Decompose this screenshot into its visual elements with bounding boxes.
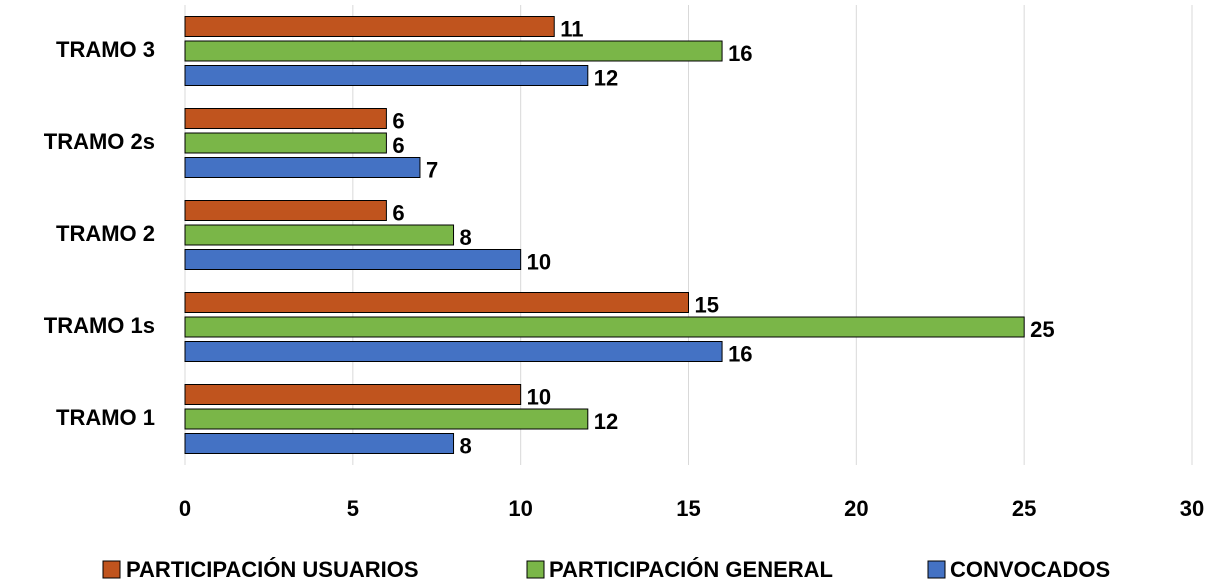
category-label: TRAMO 1s — [44, 313, 155, 338]
legend-swatch — [526, 560, 545, 579]
bar — [184, 316, 1025, 338]
x-tick-label: 5 — [347, 496, 359, 521]
data-label: 7 — [426, 157, 438, 182]
data-label: 25 — [1030, 317, 1054, 342]
data-label: 6 — [392, 108, 404, 133]
bar — [184, 433, 455, 454]
legend-swatch — [102, 560, 121, 579]
bar — [184, 108, 387, 129]
category-label: TRAMO 3 — [56, 37, 155, 62]
data-label: 8 — [460, 433, 472, 458]
legend-label: PARTICIPACIÓN USUARIOS — [126, 557, 419, 582]
data-label: 10 — [527, 249, 551, 274]
bar — [184, 200, 387, 221]
bar — [184, 249, 522, 270]
data-label: 6 — [392, 200, 404, 225]
data-label: 15 — [695, 292, 719, 317]
bar — [184, 341, 723, 362]
legend-swatch — [927, 560, 946, 579]
data-label: 10 — [527, 384, 551, 409]
x-tick-label: 20 — [844, 496, 868, 521]
bar — [184, 65, 589, 86]
data-label: 12 — [594, 409, 618, 434]
bar — [184, 16, 555, 37]
category-label: TRAMO 2 — [56, 221, 155, 246]
bar — [184, 292, 689, 313]
x-tick-label: 0 — [179, 496, 191, 521]
bar — [184, 40, 723, 62]
data-label: 6 — [392, 133, 404, 158]
x-tick-label: 15 — [676, 496, 700, 521]
legend-label: CONVOCADOS — [950, 557, 1110, 582]
bar — [184, 132, 387, 154]
data-label: 12 — [594, 65, 618, 90]
data-label: 11 — [560, 16, 583, 41]
x-tick-label: 10 — [508, 496, 532, 521]
category-label: TRAMO 1 — [56, 405, 155, 430]
bar — [184, 384, 522, 405]
legend-label: PARTICIPACIÓN GENERAL — [549, 557, 833, 582]
bar — [184, 157, 421, 178]
x-tick-label: 25 — [1012, 496, 1036, 521]
bar — [184, 408, 589, 430]
data-label: 16 — [728, 341, 752, 366]
data-label: 16 — [728, 41, 752, 66]
data-label: 8 — [460, 225, 472, 250]
x-tick-label: 30 — [1180, 496, 1204, 521]
bar — [184, 224, 455, 246]
category-label: TRAMO 2s — [44, 129, 155, 154]
